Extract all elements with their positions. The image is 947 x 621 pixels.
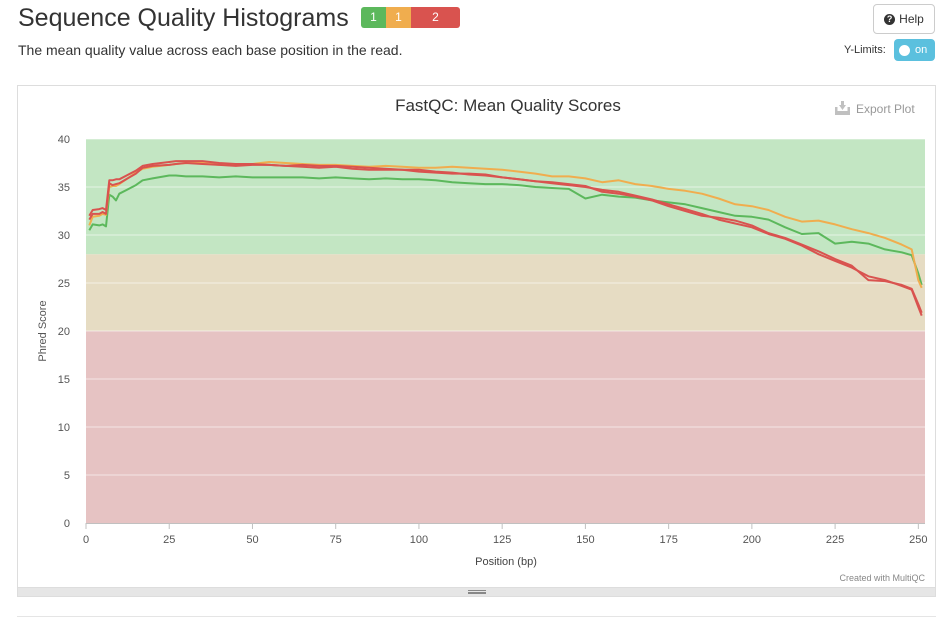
help-button-label: Help — [899, 12, 924, 26]
grip-icon — [468, 590, 486, 594]
y-tick-label-15: 15 — [58, 374, 70, 386]
series-line-0 — [88, 174, 923, 286]
x-tick-label-50: 50 — [246, 534, 258, 546]
y-tick-label-0: 0 — [64, 518, 70, 530]
x-tick-label-200: 200 — [743, 534, 761, 546]
export-plot-label: Export Plot — [856, 102, 915, 116]
y-tick-label-30: 30 — [58, 230, 70, 242]
toggle-knob — [899, 44, 910, 56]
plot-container: 0 25 50 75 100 125 150 175 200 225 250 0 5 10 15 20 25 30… — [17, 85, 936, 588]
fail-count-badge[interactable]: 2 — [411, 7, 460, 28]
plot-resize-handle[interactable] — [17, 587, 936, 597]
y-axis-label: Phred Score — [37, 300, 49, 361]
x-tick-label-125: 125 — [493, 534, 511, 546]
x-tick-label-75: 75 — [330, 534, 342, 546]
y-limits-toggle[interactable]: on — [894, 39, 935, 61]
y-tick-label-35: 35 — [58, 182, 70, 194]
status-badges: 1 1 2 — [361, 7, 460, 28]
mean-quality-chart: 0 25 50 75 100 125 150 175 200 225 250 0 5 10 15 20 25 30… — [37, 96, 928, 583]
section-divider — [17, 616, 936, 617]
quality-band-2 — [86, 139, 925, 255]
warn-count-badge[interactable]: 1 — [386, 7, 411, 28]
x-axis-label: Position (bp) — [475, 556, 537, 568]
y-tick-label-5: 5 — [64, 470, 70, 482]
section-description: The mean quality value across each base … — [18, 42, 403, 58]
export-plot-button[interactable]: Export Plot — [835, 101, 915, 116]
x-tick-label-25: 25 — [163, 534, 175, 546]
series-line-3 — [88, 162, 923, 314]
chart-title: FastQC: Mean Quality Scores — [395, 96, 621, 115]
credit-text: Created with MultiQC — [839, 573, 925, 583]
x-tick-label-175: 175 — [659, 534, 677, 546]
x-tick-label-150: 150 — [576, 534, 594, 546]
toggle-state-label: on — [915, 44, 928, 56]
y-limits-label: Y-Limits: — [844, 44, 886, 56]
section-title: Sequence Quality Histograms — [18, 4, 349, 32]
help-button[interactable]: ? Help — [873, 4, 935, 34]
download-icon — [835, 101, 850, 115]
x-tick-label-250: 250 — [909, 534, 927, 546]
quality-band-1 — [86, 254, 925, 331]
x-tick-label-225: 225 — [826, 534, 844, 546]
x-tick-label-0: 0 — [83, 534, 89, 546]
x-tick-label-100: 100 — [410, 534, 428, 546]
y-tick-label-20: 20 — [58, 326, 70, 338]
y-tick-label-40: 40 — [58, 134, 70, 146]
y-tick-label-10: 10 — [58, 422, 70, 434]
pass-count-badge[interactable]: 1 — [361, 7, 386, 28]
question-circle-icon: ? — [884, 13, 896, 25]
y-tick-label-25: 25 — [58, 278, 70, 290]
